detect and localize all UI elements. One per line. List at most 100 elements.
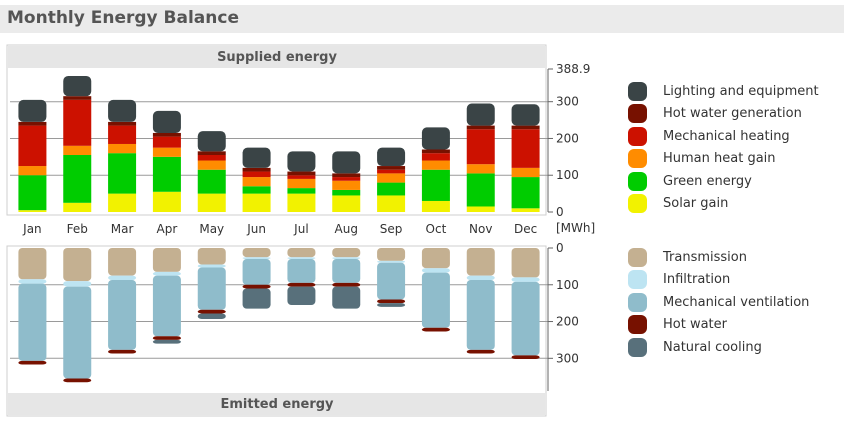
legend-emitted: Transmission Infiltration Mechanical venti… <box>628 246 809 359</box>
bar-segment <box>466 279 495 350</box>
bar-segment <box>63 96 92 100</box>
bar-segment <box>421 200 450 212</box>
legend-item: Mechanical heating <box>628 125 819 148</box>
bar-segment <box>511 129 540 168</box>
bar-segment <box>63 286 92 379</box>
bar-segment <box>421 327 450 332</box>
bar-segment <box>242 259 271 285</box>
x-tick-label: May <box>199 222 224 236</box>
bar-segment <box>377 182 406 196</box>
bar-segment <box>377 262 406 300</box>
bar-segment <box>332 282 361 287</box>
bar-segment <box>108 153 137 194</box>
bar-segment <box>242 193 271 212</box>
bar-segment <box>18 248 47 280</box>
legend-item: Hot water generation <box>628 103 819 126</box>
bar-segment <box>18 283 47 361</box>
emitted-panel-title: Emitted energy <box>220 397 334 412</box>
legend-label: Natural cooling <box>663 339 762 355</box>
bar-segment <box>63 378 92 383</box>
bar-segment <box>152 147 181 157</box>
bar-segment <box>152 136 181 148</box>
legend-swatch <box>628 337 647 357</box>
bar-segment <box>287 257 316 260</box>
bar-segment <box>63 75 92 97</box>
bar-segment <box>18 166 47 176</box>
bar-segment <box>332 189 361 196</box>
bar-segment <box>197 131 226 152</box>
bar-segment <box>332 286 361 309</box>
bar-segment <box>18 279 47 284</box>
bar-segment <box>377 195 406 212</box>
x-tick-label: Dec <box>514 222 537 236</box>
bar-segment <box>18 360 47 365</box>
legend-swatch <box>628 194 647 214</box>
bar-segment <box>421 127 450 150</box>
bar-segment <box>377 248 406 261</box>
bar-segment <box>63 248 92 282</box>
title-bar: Monthly Energy Balance <box>0 5 844 33</box>
bar-segment <box>197 169 226 194</box>
bar-segment <box>197 309 226 314</box>
bar-segment <box>242 177 271 187</box>
bar-segment <box>242 167 271 172</box>
bar-segment <box>511 355 540 360</box>
bar-segment <box>511 277 540 282</box>
y-tick-label: 300 <box>556 95 579 109</box>
bar-segment <box>332 248 361 258</box>
y-tick-label: 0 <box>556 241 564 255</box>
bar-segment <box>377 147 406 167</box>
legend-swatch <box>628 81 647 101</box>
bar-segment <box>152 110 181 133</box>
bar-segment <box>287 171 316 176</box>
bar-segment <box>421 149 450 154</box>
bar-segment <box>377 299 406 304</box>
x-tick-label: Sep <box>380 222 403 236</box>
bar-segment <box>332 195 361 212</box>
bar-segment <box>18 175 47 211</box>
bar-segment <box>152 336 181 340</box>
bar-segment <box>466 206 495 212</box>
bar-segment <box>63 281 92 287</box>
legend-supplied: Lighting and equipment Hot water generati… <box>628 80 819 215</box>
bar-segment <box>197 267 226 310</box>
legend-swatch <box>628 104 647 124</box>
bar-segment <box>377 303 406 307</box>
bar-segment <box>377 260 406 263</box>
y-tick-label: 200 <box>556 131 579 145</box>
bar-segment <box>152 248 181 272</box>
legend-item: Green energy <box>628 170 819 193</box>
legend-item: Human heat gain <box>628 148 819 171</box>
bar-segment <box>108 193 137 212</box>
bar-segment <box>242 257 271 260</box>
bar-segment <box>466 248 495 276</box>
bar-segment <box>197 264 226 268</box>
legend-item: Natural cooling <box>628 336 809 359</box>
legend-swatch <box>628 126 647 146</box>
bar-segment <box>18 121 47 126</box>
legend-label: Hot water <box>663 317 727 333</box>
bar-segment <box>511 208 540 212</box>
y-tick-label: 100 <box>556 168 579 182</box>
bar-segment <box>511 167 540 178</box>
bar-segment <box>197 193 226 212</box>
legend-swatch <box>628 149 647 169</box>
bar-segment <box>287 178 316 189</box>
x-tick-label: Mar <box>111 222 134 236</box>
legend-label: Human heat gain <box>663 151 776 167</box>
bar-segment <box>242 284 271 289</box>
bar-segment <box>511 177 540 209</box>
y-tick-label: 100 <box>556 278 579 292</box>
legend-label: Infiltration <box>663 272 731 288</box>
x-tick-label: Jul <box>293 222 308 236</box>
emitted-panel <box>6 245 547 417</box>
bar-segment <box>18 99 47 122</box>
bar-segment <box>197 248 226 265</box>
legend-label: Solar gain <box>663 196 729 212</box>
supplied-panel-title: Supplied energy <box>217 50 337 65</box>
bar-segment <box>108 143 137 154</box>
emitted-panel-header <box>8 393 545 415</box>
x-tick-label: Jan <box>22 222 42 236</box>
legend-swatch <box>628 270 647 290</box>
